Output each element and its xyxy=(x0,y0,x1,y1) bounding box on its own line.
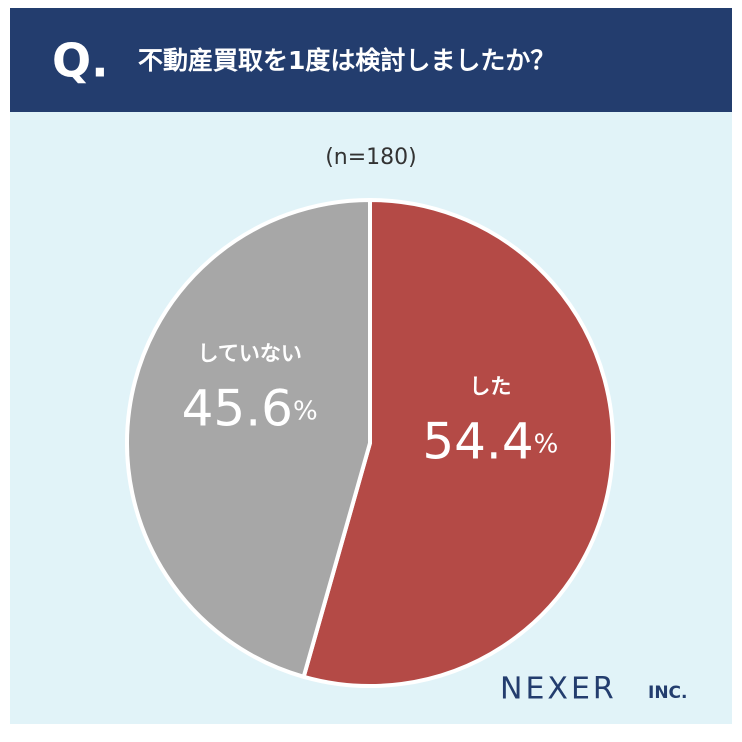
slice-label: していない xyxy=(197,341,301,365)
value-label: 54.4% xyxy=(422,412,558,470)
pie-slice xyxy=(301,197,615,688)
chart-subtitle: (n=180) xyxy=(325,145,417,170)
header xyxy=(10,8,732,112)
brand: NEXER xyxy=(500,672,617,707)
pie-slice xyxy=(125,197,372,680)
value-label: 45.6% xyxy=(182,379,318,437)
brand-suffix: INC. xyxy=(648,683,688,703)
slice-label: した xyxy=(469,375,511,399)
question-mark: Q. xyxy=(52,34,109,88)
chart-title: 不動産買取を1度は検討しましたか？ xyxy=(138,46,555,75)
pie: した 54.4% していない 45.6% xyxy=(125,197,615,688)
